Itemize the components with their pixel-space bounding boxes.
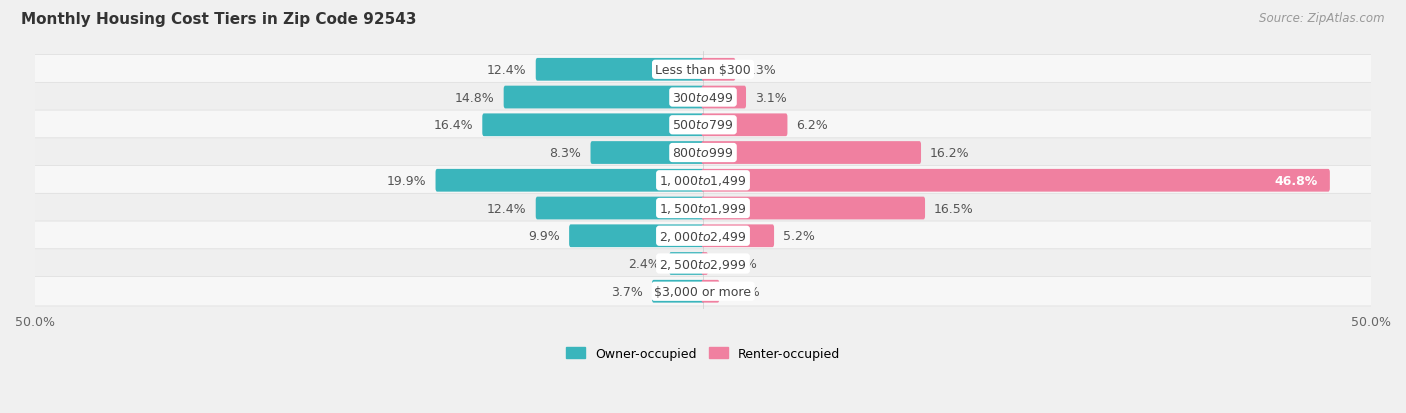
Text: $800 to $999: $800 to $999 bbox=[672, 147, 734, 160]
FancyBboxPatch shape bbox=[34, 83, 1372, 112]
Text: 12.4%: 12.4% bbox=[486, 202, 527, 215]
Text: 16.5%: 16.5% bbox=[934, 202, 974, 215]
Text: 2.4%: 2.4% bbox=[628, 257, 661, 271]
FancyBboxPatch shape bbox=[569, 225, 704, 247]
FancyBboxPatch shape bbox=[34, 111, 1372, 140]
FancyBboxPatch shape bbox=[702, 169, 1330, 192]
FancyBboxPatch shape bbox=[702, 197, 925, 220]
Text: $1,000 to $1,499: $1,000 to $1,499 bbox=[659, 174, 747, 188]
FancyBboxPatch shape bbox=[702, 114, 787, 137]
Text: 16.4%: 16.4% bbox=[433, 119, 474, 132]
Text: 1.1%: 1.1% bbox=[728, 285, 761, 298]
FancyBboxPatch shape bbox=[702, 59, 735, 81]
Text: 12.4%: 12.4% bbox=[486, 64, 527, 76]
FancyBboxPatch shape bbox=[503, 86, 704, 109]
Text: $500 to $799: $500 to $799 bbox=[672, 119, 734, 132]
FancyBboxPatch shape bbox=[591, 142, 704, 164]
Text: Source: ZipAtlas.com: Source: ZipAtlas.com bbox=[1260, 12, 1385, 25]
Legend: Owner-occupied, Renter-occupied: Owner-occupied, Renter-occupied bbox=[567, 347, 839, 360]
Text: 0.25%: 0.25% bbox=[717, 257, 756, 271]
FancyBboxPatch shape bbox=[34, 194, 1372, 223]
Text: 3.1%: 3.1% bbox=[755, 91, 787, 104]
Text: Monthly Housing Cost Tiers in Zip Code 92543: Monthly Housing Cost Tiers in Zip Code 9… bbox=[21, 12, 416, 27]
Text: $2,000 to $2,499: $2,000 to $2,499 bbox=[659, 229, 747, 243]
Text: 2.3%: 2.3% bbox=[744, 64, 776, 76]
FancyBboxPatch shape bbox=[34, 249, 1372, 278]
Text: 19.9%: 19.9% bbox=[387, 174, 426, 188]
Text: 8.3%: 8.3% bbox=[550, 147, 582, 160]
FancyBboxPatch shape bbox=[34, 55, 1372, 85]
FancyBboxPatch shape bbox=[536, 197, 704, 220]
Text: 14.8%: 14.8% bbox=[454, 91, 495, 104]
FancyBboxPatch shape bbox=[702, 252, 709, 275]
Text: Less than $300: Less than $300 bbox=[655, 64, 751, 76]
FancyBboxPatch shape bbox=[34, 166, 1372, 195]
FancyBboxPatch shape bbox=[536, 59, 704, 81]
Text: $2,500 to $2,999: $2,500 to $2,999 bbox=[659, 257, 747, 271]
Text: $300 to $499: $300 to $499 bbox=[672, 91, 734, 104]
FancyBboxPatch shape bbox=[436, 169, 704, 192]
Text: 5.2%: 5.2% bbox=[783, 230, 815, 243]
FancyBboxPatch shape bbox=[702, 280, 720, 303]
FancyBboxPatch shape bbox=[482, 114, 704, 137]
Text: 6.2%: 6.2% bbox=[797, 119, 828, 132]
FancyBboxPatch shape bbox=[34, 221, 1372, 251]
FancyBboxPatch shape bbox=[34, 277, 1372, 306]
FancyBboxPatch shape bbox=[34, 138, 1372, 168]
Text: 9.9%: 9.9% bbox=[529, 230, 560, 243]
FancyBboxPatch shape bbox=[652, 280, 704, 303]
Text: 3.7%: 3.7% bbox=[612, 285, 643, 298]
FancyBboxPatch shape bbox=[669, 252, 704, 275]
Text: $1,500 to $1,999: $1,500 to $1,999 bbox=[659, 202, 747, 216]
FancyBboxPatch shape bbox=[702, 225, 775, 247]
Text: 16.2%: 16.2% bbox=[931, 147, 970, 160]
Text: $3,000 or more: $3,000 or more bbox=[655, 285, 751, 298]
FancyBboxPatch shape bbox=[702, 86, 747, 109]
FancyBboxPatch shape bbox=[702, 142, 921, 164]
Text: 46.8%: 46.8% bbox=[1274, 174, 1317, 188]
